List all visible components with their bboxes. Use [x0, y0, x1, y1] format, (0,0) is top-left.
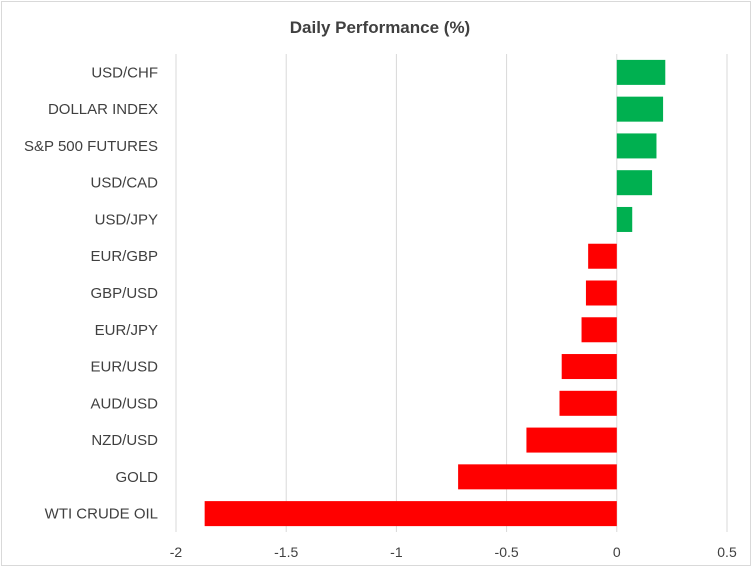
- bar: [616, 170, 653, 196]
- bar: [561, 354, 617, 380]
- x-tick-label: -1: [390, 544, 403, 560]
- x-tick-labels: -2 -1.5 -1 -0.5 0 0.5: [170, 544, 737, 560]
- bar: [204, 501, 617, 527]
- category-label: EUR/JPY: [95, 322, 158, 339]
- category-label: WTI CRUDE OIL: [45, 506, 158, 523]
- category-label: USD/JPY: [95, 211, 158, 228]
- bar: [581, 317, 617, 343]
- x-tick-label: 0: [613, 544, 621, 560]
- category-label: AUD/USD: [90, 395, 158, 412]
- category-label: USD/CAD: [90, 175, 158, 192]
- x-tick-label: -0.5: [495, 544, 519, 560]
- category-label: EUR/GBP: [90, 248, 158, 265]
- category-label: S&P 500 FUTURES: [24, 138, 158, 155]
- category-label: USD/CHF: [91, 64, 158, 81]
- bar: [616, 96, 664, 122]
- bar: [585, 280, 617, 306]
- category-label: NZD/USD: [91, 432, 158, 449]
- category-label: GOLD: [115, 469, 158, 486]
- category-label: GBP/USD: [90, 285, 158, 302]
- bars: [204, 59, 666, 527]
- x-tick-label: 0.5: [717, 544, 737, 560]
- bar: [588, 243, 617, 269]
- category-labels: USD/CHF DOLLAR INDEX S&P 500 FUTURES USD/CA…: [24, 64, 158, 522]
- bar: [616, 206, 633, 232]
- bar: [616, 133, 657, 159]
- bar: [559, 390, 617, 416]
- bar: [458, 464, 617, 490]
- bar: [616, 59, 666, 85]
- category-label: DOLLAR INDEX: [48, 101, 158, 118]
- category-label: EUR/USD: [90, 359, 158, 376]
- chart-title: Daily Performance (%): [290, 18, 470, 37]
- x-tick-label: -1.5: [274, 544, 298, 560]
- gridlines: [175, 54, 728, 532]
- x-tick-label: -2: [170, 544, 183, 560]
- bar: [526, 427, 617, 453]
